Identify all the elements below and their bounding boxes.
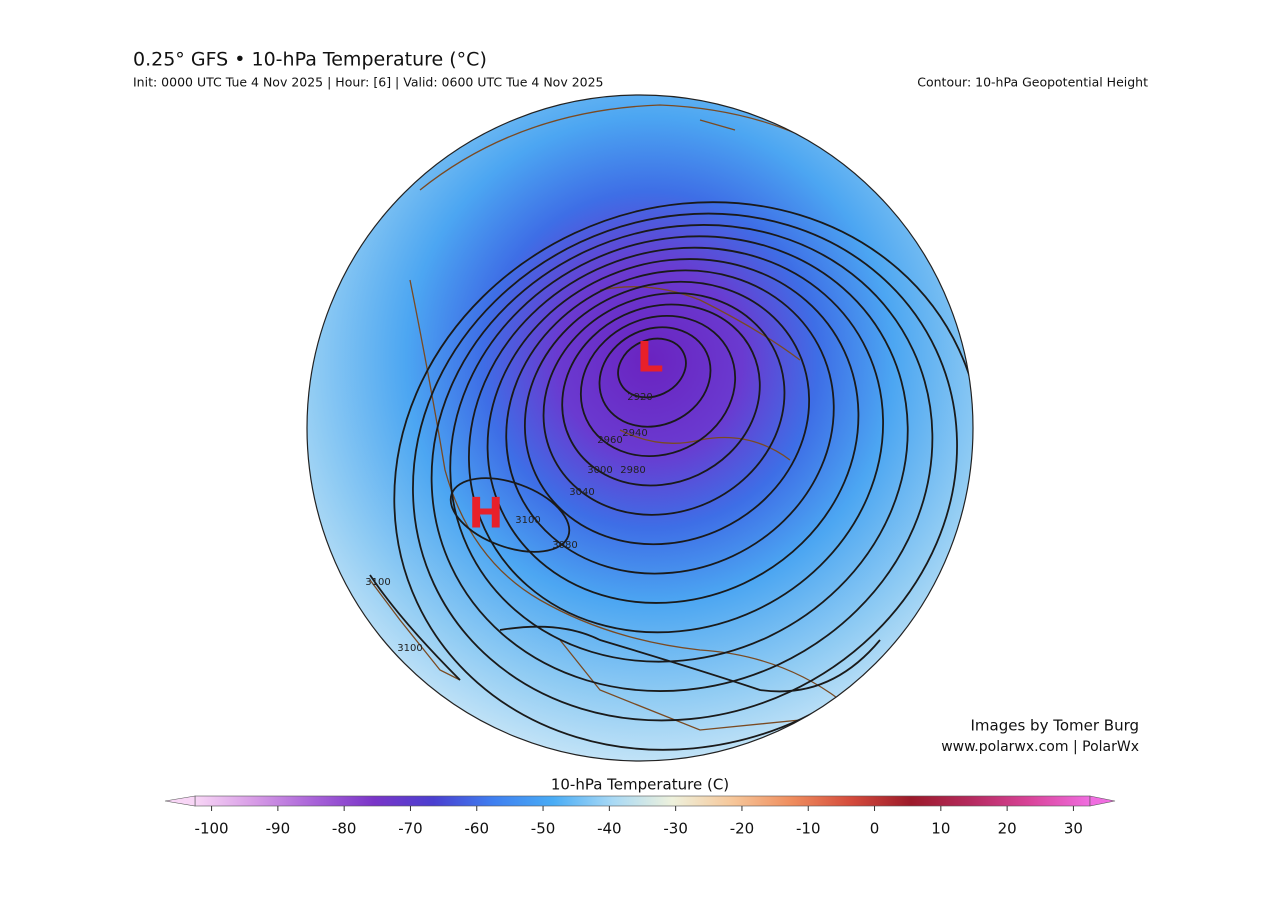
contour-label: 2940 [622,428,647,439]
contour [598,326,712,428]
contour [468,246,884,634]
contours [369,201,973,751]
colorbar-tick-label: -100 [195,820,229,838]
contour-label: 2980 [620,465,645,476]
colorbar-tick-label: -60 [465,820,490,838]
contour-label: 3100 [515,515,540,526]
colorbar-tick-label: -70 [398,820,423,838]
low-label: L [637,333,664,382]
colorbar-extend-low [164,795,196,807]
colorbar-tick-label: 0 [870,820,880,838]
colorbar-tick-label: -20 [730,820,755,838]
colorbar-tick-label: 10 [931,820,950,838]
contour-note: Contour: 10-hPa Geopotential Height [917,75,1148,90]
colorbar-tick-label: 20 [998,820,1017,838]
colorbar-extend-high [1089,795,1116,807]
credit-line: Images by Tomer Burg [970,717,1139,735]
globe [307,95,973,761]
contour-label: 3040 [569,487,594,498]
contour-label: 3000 [587,465,612,476]
contour-label: 2920 [627,392,652,403]
contour-label: 3080 [552,540,577,551]
contour [449,235,909,663]
colorbar-tick-label: -40 [597,820,622,838]
credit-line: www.polarwx.com | PolarWx [941,739,1139,755]
subtitle: Init: 0000 UTC Tue 4 Nov 2025 | Hour: [6… [133,75,604,90]
contour [505,269,835,575]
contour [561,303,761,487]
contour [542,292,786,516]
colorbar-tick-label: -80 [332,820,357,838]
contour [486,258,860,604]
contour [579,315,737,457]
colorbar-tick-label: -90 [266,820,291,838]
contour [523,280,811,546]
globe-edge [306,94,974,762]
contour [617,337,687,399]
colorbar-title: 10-hPa Temperature (C) [551,776,729,794]
temperature-field [307,95,973,761]
contour-label: 3100 [365,577,390,588]
colorbar-tick-label: -30 [663,820,688,838]
contour [449,477,571,553]
contour [499,625,881,693]
colorbar-tick-label: -10 [796,820,821,838]
colorbar-scale [194,795,1091,807]
high-label: H [468,489,503,538]
colorbar: -100 -90 -80 -70 -60 -50 -40 -30 -20 -10 0 10 20 30 [164,795,1116,838]
contour-label: 3100 [397,643,422,654]
contour [430,224,934,692]
colorbar-tick-label: -50 [531,820,556,838]
colorbar-tick-label: 30 [1064,820,1083,838]
contour [369,574,461,681]
contour-label: 2960 [597,435,622,446]
title: 0.25° GFS • 10-hPa Temperature (°C) [133,49,487,71]
